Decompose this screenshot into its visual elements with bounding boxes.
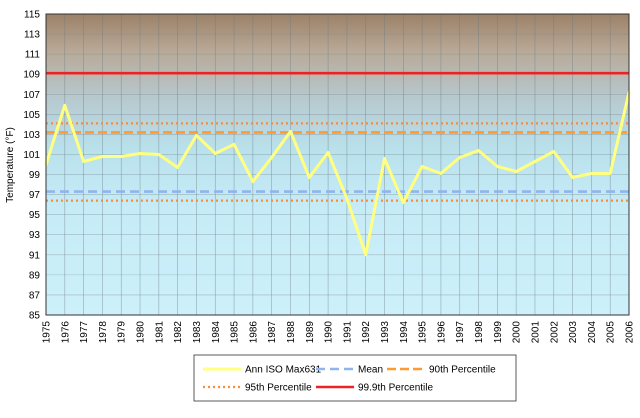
x-tick-label: 1990 bbox=[324, 321, 335, 344]
y-tick-label: 109 bbox=[23, 70, 40, 81]
x-tick-label: 1980 bbox=[136, 321, 147, 344]
x-tick-label: 1988 bbox=[286, 321, 297, 344]
x-tick-label: 1987 bbox=[267, 321, 278, 344]
legend-label-90th-percentile: 90th Percentile bbox=[429, 365, 496, 376]
y-tick-label: 85 bbox=[29, 311, 41, 322]
x-tick-label: 1989 bbox=[305, 321, 316, 344]
x-tick-label: 1984 bbox=[211, 321, 222, 344]
x-tick-label: 1992 bbox=[361, 321, 372, 344]
y-tick-label: 91 bbox=[29, 250, 41, 261]
y-tick-label: 105 bbox=[23, 110, 40, 121]
y-tick-label: 95 bbox=[29, 210, 41, 221]
x-tick-label: 2000 bbox=[512, 321, 523, 344]
x-tick-label: 1976 bbox=[60, 321, 71, 344]
x-tick-label: 2006 bbox=[625, 321, 636, 344]
y-tick-label: 99 bbox=[29, 170, 41, 181]
reference-lines bbox=[46, 71, 629, 202]
x-tick-label: 1993 bbox=[380, 321, 391, 344]
x-tick-label: 1985 bbox=[230, 321, 241, 344]
legend: Ann ISO Max631 Mean 90th Percentile 95th Pe… bbox=[193, 354, 517, 402]
x-tick-label: 1991 bbox=[342, 321, 353, 344]
y-tick-label: 93 bbox=[29, 230, 41, 241]
x-tick-label: 1977 bbox=[79, 321, 90, 344]
x-tick-label: 1983 bbox=[192, 321, 203, 344]
legend-label-mean: Mean bbox=[358, 365, 383, 376]
x-tick-label: 1981 bbox=[154, 321, 165, 344]
x-tick-label: 2004 bbox=[587, 321, 598, 344]
x-tick-label: 2002 bbox=[549, 321, 560, 344]
plot-background bbox=[46, 14, 629, 315]
x-tick-label: 1996 bbox=[436, 321, 447, 344]
legend-box bbox=[193, 354, 517, 402]
x-tick-label: 2003 bbox=[568, 321, 579, 344]
x-tick-label: 1986 bbox=[248, 321, 259, 344]
y-tick-label: 87 bbox=[29, 290, 41, 301]
y-tick-label: 107 bbox=[23, 90, 40, 101]
y-tick-label: 113 bbox=[24, 30, 40, 41]
y-tick-label: 111 bbox=[25, 50, 41, 61]
x-tick-label: 1999 bbox=[493, 321, 504, 344]
series-ann-iso-max631-line bbox=[44, 90, 631, 257]
y-axis-title: Temperature (°F) bbox=[5, 127, 16, 203]
x-tick-label: 1975 bbox=[42, 321, 53, 344]
x-tick-label: 1982 bbox=[173, 321, 184, 344]
x-tick-label: 2005 bbox=[606, 321, 617, 344]
x-tick-labels: 1975 1976 1977 1978 1979 1980 1981 1982 1983 1984… bbox=[42, 321, 636, 344]
y-tick-labels: 85 87 89 91 93 95 97 99 101 103 105 107 109 111 113 115 bbox=[23, 10, 40, 322]
y-tick-label: 101 bbox=[23, 150, 40, 161]
y-tick-label: 115 bbox=[24, 10, 40, 21]
legend-label-ann-iso-max631: Ann ISO Max631 bbox=[245, 365, 322, 376]
y-tick-label: 103 bbox=[23, 130, 40, 141]
plot-border bbox=[45, 13, 630, 316]
series bbox=[44, 90, 631, 257]
x-tick-label: 1998 bbox=[474, 321, 485, 344]
x-tick-label: 2001 bbox=[531, 321, 542, 344]
x-tick-label: 1995 bbox=[418, 321, 429, 344]
legend-label-99-9th-percentile: 99.9th Percentile bbox=[358, 383, 433, 394]
x-tick-label: 1979 bbox=[117, 321, 128, 344]
legend-label-95th-percentile: 95th Percentile bbox=[245, 383, 312, 394]
x-tick-label: 1978 bbox=[98, 321, 109, 344]
x-tick-label: 1994 bbox=[399, 321, 410, 344]
y-tick-label: 89 bbox=[29, 270, 41, 281]
y-tick-label: 97 bbox=[29, 190, 41, 201]
x-tick-label: 1997 bbox=[455, 321, 466, 344]
